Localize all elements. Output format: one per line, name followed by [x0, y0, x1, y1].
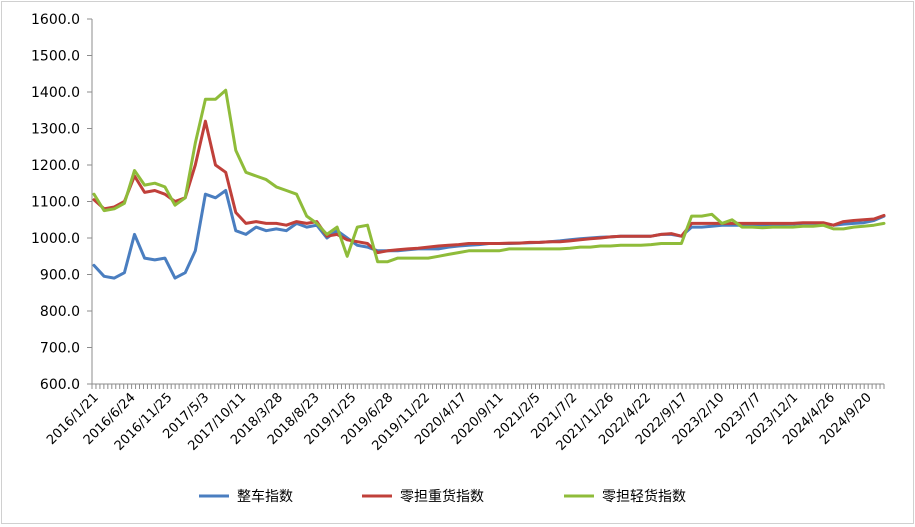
legend: 整车指数 零担重货指数 零担轻货指数 [199, 488, 686, 505]
legend-label-0: 整车指数 [237, 488, 293, 505]
y-tick-label: 800.0 [40, 304, 80, 320]
y-tick-label: 1300.0 [31, 122, 80, 138]
series-line-2 [92, 88, 886, 264]
y-tick-label: 1500.0 [31, 49, 80, 65]
y-tick-label: 1600.0 [31, 12, 80, 28]
y-tick-label: 700.0 [40, 341, 80, 357]
legend-label-2: 零担轻货指数 [602, 488, 686, 505]
y-tick-label: 900.0 [40, 268, 80, 284]
legend-label-1: 零担重货指数 [400, 488, 484, 505]
y-tick-label: 600.0 [40, 377, 80, 393]
series-line-0 [92, 189, 886, 280]
y-axis-ticks: 1600.0 1500.0 1400.0 1300.0 1200.0 1100.0 1000… [31, 12, 92, 393]
y-tick-label: 1000.0 [31, 231, 80, 247]
y-tick-label: 1100.0 [31, 195, 80, 211]
series-line-1 [92, 119, 886, 255]
y-tick-label: 1200.0 [31, 158, 80, 174]
x-axis-ticks: 2016/1/212016/6/242016/11/252017/5/32017… [44, 384, 885, 454]
plot-area [91, 19, 886, 385]
y-tick-label: 1400.0 [31, 85, 80, 101]
